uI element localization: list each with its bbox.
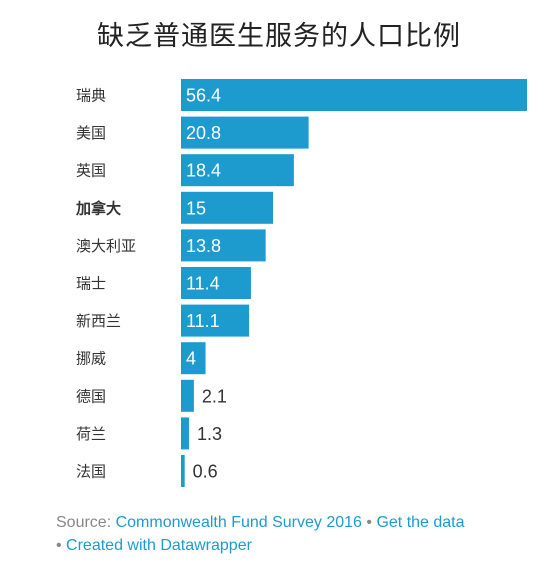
category-label: 瑞典 [76, 87, 106, 105]
category-label: 英国 [76, 162, 106, 180]
value-label: 11.4 [186, 274, 220, 294]
created-with-link[interactable]: Created with Datawrapper [66, 537, 252, 554]
source-label: Source: [56, 514, 116, 531]
chart-footer: Source: Commonwealth Fund Survey 2016 • … [56, 511, 546, 557]
bar-chart: 瑞典 56.4 美国 20.8 英国 18.4 加拿大 15 澳大利亚 13.8 瑞士 11.4 新西兰… [75, 79, 527, 487]
category-label: 挪威 [76, 350, 106, 368]
bar [181, 304, 250, 337]
category-label: 瑞士 [76, 275, 106, 293]
get-data-link[interactable]: Get the data [376, 514, 465, 531]
category-label: 荷兰 [76, 425, 106, 443]
bar [181, 267, 251, 299]
value-label: 56.4 [186, 86, 221, 106]
value-label: 0.6 [193, 462, 218, 482]
footer-separator: • [361, 514, 377, 531]
footer-separator-2: • [56, 537, 67, 554]
source-link[interactable]: Commonwealth Fund Survey 2016 [115, 514, 362, 531]
bar [181, 417, 189, 450]
value-label: 11.1 [186, 311, 220, 331]
category-label: 美国 [76, 124, 106, 142]
value-label: 4 [186, 349, 196, 369]
category-label: 德国 [76, 387, 106, 405]
value-label: 1.3 [197, 424, 222, 444]
value-label: 15 [186, 198, 206, 218]
bar [181, 455, 185, 487]
value-label: 20.8 [186, 123, 221, 143]
bar [181, 229, 266, 262]
category-label: 澳大利亚 [76, 237, 136, 255]
value-label: 2.1 [202, 386, 227, 406]
bar [181, 379, 194, 412]
bar [181, 79, 527, 111]
value-label: 13.8 [186, 236, 221, 256]
bar [181, 342, 206, 375]
bar [181, 116, 309, 149]
category-label: 法国 [76, 463, 106, 481]
bar [181, 191, 274, 224]
category-label: 加拿大 [75, 199, 121, 217]
chart-title: 缺乏普通医生服务的人口比例 [97, 21, 461, 52]
bar [181, 154, 294, 187]
category-label: 新西兰 [76, 312, 121, 330]
value-label: 18.4 [186, 161, 221, 181]
